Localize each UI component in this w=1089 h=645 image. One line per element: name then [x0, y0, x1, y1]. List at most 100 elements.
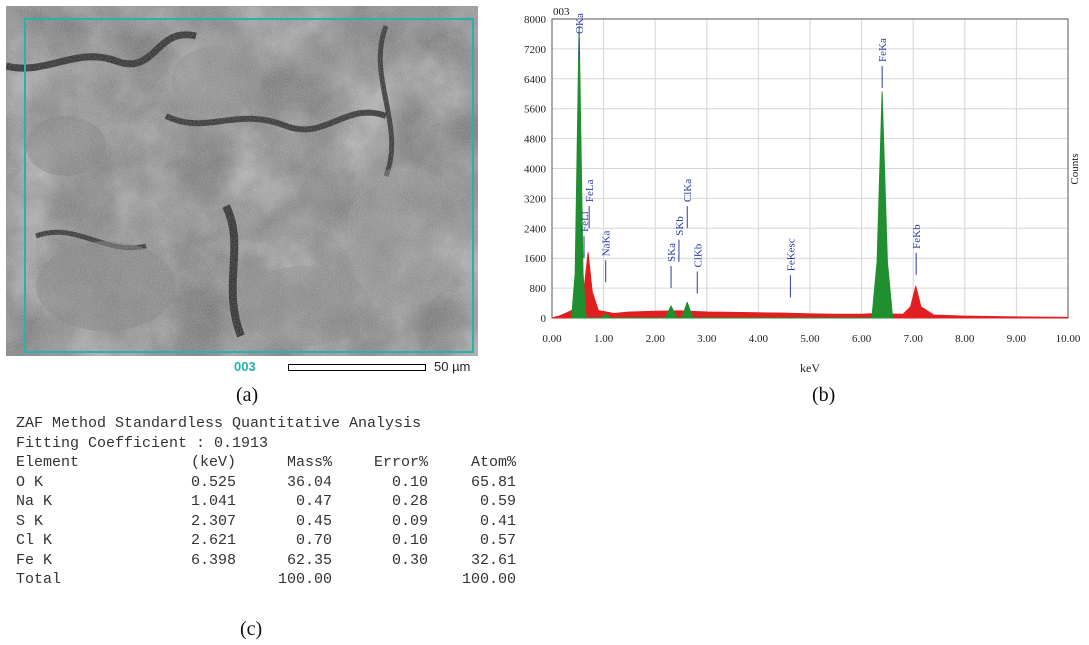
- sem-micrograph-image: [6, 6, 478, 356]
- cell-atom: 0.57: [479, 532, 516, 549]
- cell-error: 0.10: [391, 473, 428, 491]
- x-tick-label: 8.00: [955, 333, 975, 345]
- cell-atom: 32.61: [470, 551, 516, 569]
- header-error: Error%: [373, 454, 428, 471]
- peak-label-text: FeLa: [584, 179, 596, 202]
- y-tick-label: 800: [530, 283, 547, 295]
- cell-element: Fe K: [16, 551, 53, 569]
- peak-label-text: ClKb: [692, 243, 704, 267]
- peak-label: FeLa: [584, 179, 596, 229]
- zaf-fitting-coefficient: Fitting Coefficient : 0.1913: [16, 434, 269, 452]
- table-row: Na K 1.041 0.47 0.28 0.59: [16, 492, 516, 512]
- peak-label: NaKa: [601, 231, 613, 283]
- chart-series: [551, 26, 1069, 319]
- peak-label-text: SKb: [674, 216, 686, 236]
- cell-kev: [136, 570, 236, 590]
- cell-kev: 0.525: [190, 473, 236, 491]
- x-tick-label: 3.00: [697, 333, 717, 345]
- peak-label-text: FeLl: [579, 211, 591, 232]
- x-tick-label: 4.00: [749, 333, 769, 345]
- peak-label: OKa: [574, 13, 586, 60]
- y-tick-label: 3200: [524, 193, 547, 205]
- peak-label-text: ClKa: [682, 179, 694, 202]
- cell-total-label: Total: [16, 571, 62, 588]
- x-axis-label: keV: [800, 361, 820, 375]
- sem-micrograph-panel: 003 50 µm: [6, 6, 478, 378]
- table-row: Cl K 2.621 0.70 0.10 0.57: [16, 531, 516, 551]
- total-row: Total 100.00 100.00: [16, 570, 516, 590]
- peak-label-text: SKa: [666, 243, 678, 262]
- cell-element: S K: [16, 512, 44, 530]
- spectrum-background-series: [551, 252, 1069, 319]
- cell-error: 0.30: [391, 551, 428, 569]
- peak-label: ClKb: [692, 243, 704, 294]
- y-tick-label: 6400: [524, 74, 547, 86]
- cell-kev: 2.621: [190, 532, 236, 549]
- caption-a: (a): [236, 384, 259, 406]
- scale-bar: [288, 364, 426, 371]
- cell-atom: 0.59: [479, 493, 516, 510]
- caption-b: (b): [812, 384, 836, 406]
- zaf-table: Element (keV) Mass% Error% Atom% O K 0.5…: [16, 453, 516, 590]
- sem-selection-frame: [24, 18, 474, 353]
- x-tick-label: 7.00: [904, 333, 924, 345]
- peak-label: FeKb: [911, 224, 923, 275]
- peak-labels: OKa FeLl FeLa NaKa SKa SKb ClKa ClKb FeKesc FeKa F…: [574, 13, 923, 298]
- sem-image-label: 003: [234, 359, 256, 374]
- y-tick-label: 4000: [524, 164, 547, 176]
- cell-error: 0.10: [391, 532, 428, 549]
- cell-total-mass: 100.00: [277, 571, 332, 588]
- peak-label: SKb: [674, 216, 686, 262]
- y-tick-label: 2400: [524, 223, 547, 235]
- peak-label-text: NaKa: [601, 231, 613, 257]
- header-element: Element: [16, 454, 80, 471]
- cell-mass: 36.04: [286, 473, 332, 491]
- x-tick-label: 5.00: [800, 333, 820, 345]
- y-tick-label: 7200: [524, 44, 547, 56]
- cell-error: [332, 570, 428, 590]
- peak-label: FeKa: [877, 38, 889, 88]
- peak-label: FeLl: [579, 211, 591, 259]
- table-row: Fe K 6.398 62.35 0.30 32.61: [16, 551, 516, 571]
- x-tick-label: 2.00: [646, 333, 666, 345]
- cell-mass: 0.70: [295, 532, 332, 549]
- cell-error: 0.28: [391, 493, 428, 510]
- header-kev: (keV): [190, 454, 236, 471]
- peak-label: ClKa: [682, 179, 694, 229]
- peak-label-text: FeKa: [877, 38, 889, 62]
- sem-texture: [6, 6, 478, 356]
- peak-label: FeKesc: [785, 238, 797, 298]
- x-tick-label: 10.00: [1056, 333, 1081, 345]
- y-tick-label: 5600: [524, 104, 547, 116]
- cell-kev: 2.307: [190, 512, 236, 530]
- cell-mass: 62.35: [286, 551, 332, 569]
- scale-bar-label: 50 µm: [434, 359, 471, 374]
- zaf-header-row: Element (keV) Mass% Error% Atom%: [16, 453, 516, 473]
- y-tick-label: 4800: [524, 134, 547, 146]
- axis-ticks: 0 800 1600 2400 3200 4000 4800 5600 6400 7200 8000…: [524, 14, 1081, 345]
- cell-total-atom: 100.00: [461, 571, 516, 588]
- peak-label-text: FeKb: [911, 224, 923, 249]
- spectrum-peak-series: [571, 26, 894, 319]
- chart-title: 003: [553, 6, 570, 18]
- cell-element: Cl K: [16, 532, 53, 549]
- cell-mass: 0.45: [295, 512, 332, 530]
- y-tick-label: 1600: [524, 253, 547, 265]
- eds-spectrum-chart: OKa FeLl FeLa NaKa SKa SKb ClKa ClKb FeKesc FeKa F…: [524, 6, 1081, 375]
- cell-kev: 1.041: [190, 493, 236, 510]
- cell-atom: 65.81: [470, 473, 516, 491]
- x-tick-label: 1.00: [594, 333, 614, 345]
- y-tick-label: 8000: [524, 14, 547, 26]
- header-mass: Mass%: [286, 454, 332, 471]
- header-atom: Atom%: [470, 454, 516, 471]
- cell-mass: 0.47: [295, 493, 332, 510]
- table-row: O K 0.525 36.04 0.10 65.81: [16, 473, 516, 493]
- peak-label: SKa: [666, 243, 678, 288]
- y-tick-label: 0: [541, 313, 547, 325]
- x-tick-label: 0.00: [542, 333, 562, 345]
- chart-grid: [552, 19, 1068, 318]
- cell-atom: 0.41: [479, 512, 516, 530]
- sem-info-bar: 003 50 µm: [6, 358, 478, 378]
- table-row: S K 2.307 0.45 0.09 0.41: [16, 512, 516, 532]
- cell-error: 0.09: [391, 512, 428, 530]
